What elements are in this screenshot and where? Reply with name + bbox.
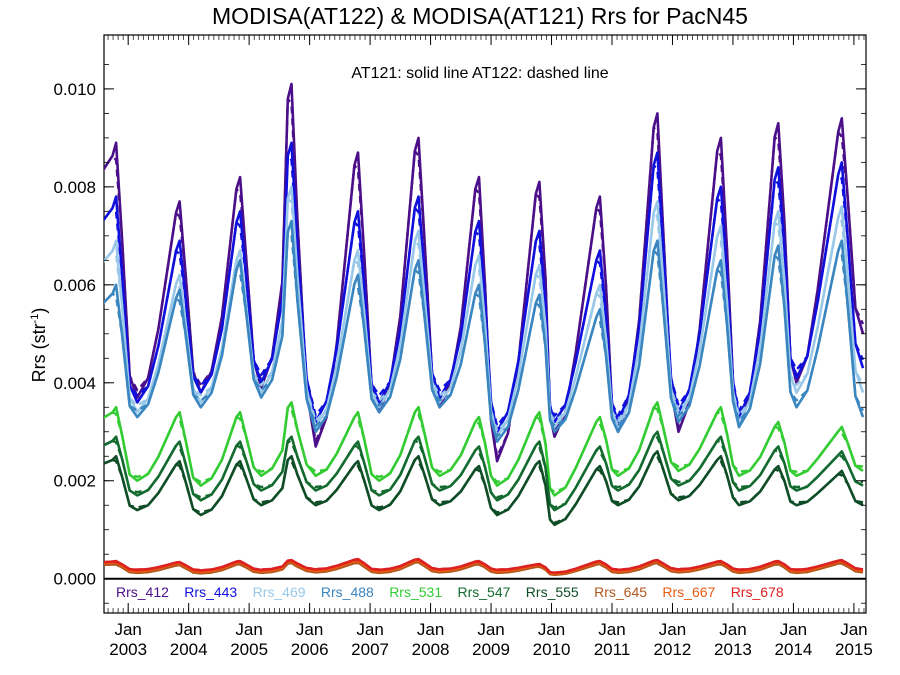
x-tick-year: 2004 [170, 640, 208, 659]
x-tick-year: 2015 [835, 640, 873, 659]
legend-entry-Rrs_443: Rrs_443 [184, 584, 237, 600]
legend-entry-Rrs_412: Rrs_412 [116, 584, 169, 600]
series-line-Rrs_645-dashed [104, 561, 864, 576]
x-tick-year: 2006 [291, 640, 329, 659]
legend-entry-Rrs_547: Rrs_547 [458, 584, 511, 600]
series-line-Rrs_412-dashed [104, 97, 865, 458]
y-axis-label-main: Rrs (str [29, 323, 49, 382]
x-tick-month: Jan [356, 620, 383, 639]
x-tick-month: Jan [296, 620, 323, 639]
x-tick-year: 2011 [594, 640, 631, 659]
y-axis-label-end: ) [29, 308, 49, 314]
legend-entry-Rrs_555: Rrs_555 [526, 584, 579, 600]
legend-entry-Rrs_645: Rrs_645 [594, 584, 647, 600]
legend-entry-Rrs_531: Rrs_531 [389, 584, 442, 600]
series-line-Rrs_547-dashed [104, 435, 864, 509]
x-tick-year: 2003 [109, 640, 147, 659]
x-tick-year: 2007 [351, 640, 389, 659]
x-tick-month: Jan [477, 620, 504, 639]
x-tick-month: Jan [780, 620, 807, 639]
x-tick-month: Jan [114, 620, 141, 639]
chart-title: MODISA(AT122) & MODISA(AT121) Rrs for Pa… [212, 3, 748, 29]
series-line-Rrs_667-dashed [104, 559, 864, 575]
legend-entry-Rrs_488: Rrs_488 [321, 584, 374, 600]
x-tick-month: Jan [719, 620, 746, 639]
x-tick-month: Jan [659, 620, 686, 639]
legend-entry-Rrs_667: Rrs_667 [662, 584, 715, 600]
y-axis-label: Rrs (str-1) [29, 308, 49, 383]
legend-entry-Rrs_678: Rrs_678 [731, 584, 784, 600]
y-tick-label: 0.004 [53, 374, 96, 393]
legend-entry-Rrs_469: Rrs_469 [253, 584, 306, 600]
y-tick-label: 0.000 [53, 570, 96, 589]
series-line-Rrs_678-dashed [104, 558, 864, 574]
y-axis-label-sup: -1 [29, 314, 41, 324]
x-tick-year: 2005 [230, 640, 268, 659]
series-line-Rrs_531-dashed [104, 406, 864, 494]
x-tick-month: Jan [417, 620, 444, 639]
x-tick-year: 2014 [775, 640, 813, 659]
x-tick-year: 2013 [714, 640, 752, 659]
x-tick-year: 2008 [412, 640, 450, 659]
series-line-Rrs_531-solid [104, 401, 864, 497]
series-group [104, 82, 866, 580]
x-tick-month: Jan [175, 620, 202, 639]
x-tick-year: 2012 [654, 640, 692, 659]
x-tick-month: Jan [538, 620, 565, 639]
x-tick-month: Jan [598, 620, 625, 639]
y-tick-label: 0.008 [53, 178, 96, 197]
y-tick-label: 0.002 [53, 472, 96, 491]
x-tick-year: 2010 [533, 640, 571, 659]
series-line-Rrs_488-dashed [104, 230, 865, 438]
y-tick-label: 0.010 [53, 80, 96, 99]
y-tick-label: 0.006 [53, 276, 96, 295]
plot-frame [103, 34, 867, 614]
x-tick-month: Jan [235, 620, 262, 639]
series-line-Rrs_443-dashed [104, 154, 865, 428]
series-line-Rrs_555-dashed [104, 454, 864, 524]
x-tick-month: Jan [840, 620, 867, 639]
x-tick-year: 2009 [472, 640, 510, 659]
series-line-Rrs_469-dashed [104, 197, 865, 433]
line-style-annotation: AT121: solid line AT122: dashed line [351, 65, 608, 82]
